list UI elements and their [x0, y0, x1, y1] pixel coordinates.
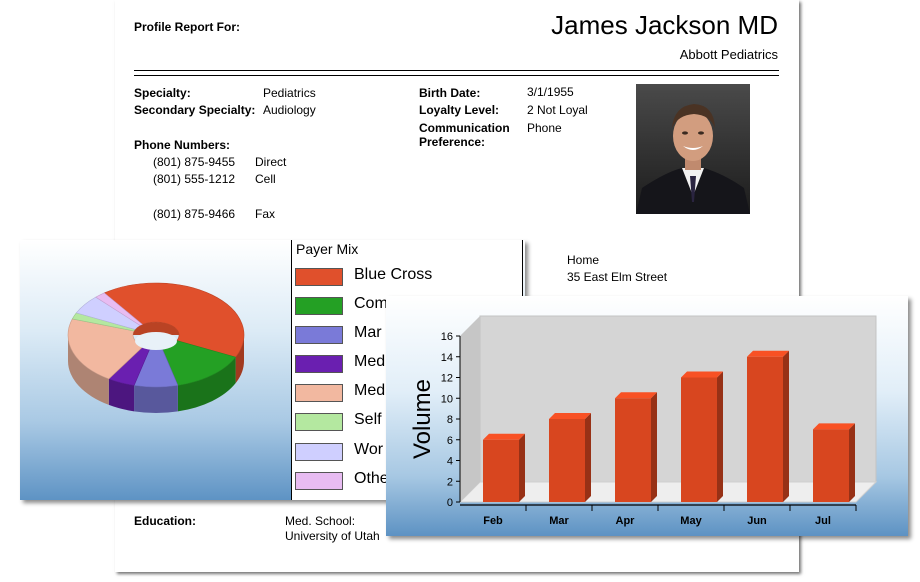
y-tick-label: 4 [447, 456, 453, 468]
phone-number: (801) 875-9466 [153, 207, 236, 221]
header-rule-top [134, 70, 779, 71]
legend-item: Mar [292, 323, 524, 350]
legend-label: Med [354, 382, 386, 399]
bar-top [615, 392, 657, 399]
phone-type: Cell [255, 172, 276, 186]
secondary-specialty-value: Audiology [263, 103, 316, 117]
bar-top [747, 350, 789, 357]
phone-type: Direct [255, 155, 287, 169]
practice-name: Abbott Pediatrics [679, 47, 778, 62]
bar-side [717, 371, 723, 502]
legend-item: Wor [292, 440, 524, 467]
legend-swatch [295, 413, 343, 431]
communication-value: Phone [527, 121, 562, 135]
x-tick-label: Apr [616, 515, 636, 527]
bar [813, 429, 849, 502]
secondary-specialty-label: Secondary Specialty: [134, 103, 256, 117]
legend-item: Med [292, 352, 524, 379]
bar [747, 356, 783, 502]
phone-number: (801) 555-1212 [153, 172, 236, 186]
legend-label: Othe [354, 470, 389, 487]
y-tick-label: 10 [441, 393, 453, 405]
y-tick-label: 0 [447, 497, 453, 509]
communication-label-2: Preference: [419, 135, 486, 149]
legend-swatch [295, 384, 343, 402]
bar-top [483, 433, 525, 440]
legend-item: Med [292, 381, 524, 408]
pie-slice-side [68, 335, 109, 405]
x-tick-label: May [680, 515, 702, 527]
education-label: Education: [134, 514, 196, 528]
education-line: Med. School: [285, 514, 356, 528]
birth-date-label: Birth Date: [419, 86, 481, 100]
header-rule-bottom [134, 75, 779, 76]
legend-swatch [295, 355, 343, 373]
legend-item: Othe [292, 469, 524, 496]
specialty-value: Pediatrics [263, 86, 316, 100]
x-tick-label: Mar [549, 515, 569, 527]
bar [483, 439, 519, 502]
bar [549, 419, 585, 502]
y-tick-label: 6 [447, 435, 453, 447]
education-line: University of Utah [285, 529, 380, 543]
legend-title: Payer Mix [296, 241, 359, 257]
address-line: 35 East Elm Street [567, 270, 668, 284]
y-tick-label: 2 [447, 476, 453, 488]
phone-number: (801) 875-9455 [153, 155, 236, 169]
loyalty-label: Loyalty Level: [419, 103, 500, 117]
bar-side [783, 350, 789, 502]
legend-label: Com [354, 295, 388, 312]
legend-item: Com [292, 294, 524, 321]
pie-hole-wall [133, 322, 179, 335]
specialty-label: Specialty: [134, 86, 191, 100]
legend-label: Wor [354, 441, 384, 458]
profile-report-label: Profile Report For: [134, 20, 241, 34]
bar-side [519, 433, 525, 502]
pie-slice-side [134, 385, 178, 413]
pie-slice-side [177, 357, 236, 412]
phone-numbers-label: Phone Numbers: [134, 138, 231, 152]
address-type: Home [567, 253, 600, 267]
legend-item: Blue Cross [292, 265, 524, 292]
legend-swatch [295, 326, 343, 344]
x-tick-label: Feb [483, 515, 503, 527]
x-tick-label: Jul [815, 515, 831, 527]
legend-label: Self [354, 411, 382, 428]
bar-side [651, 392, 657, 502]
legend-swatch [295, 443, 343, 461]
legend-swatch [295, 472, 343, 490]
bar-side [585, 413, 591, 502]
y-tick-label: 14 [441, 352, 453, 364]
bar-top [681, 371, 723, 378]
bar [615, 398, 651, 502]
y-tick-label: 8 [447, 414, 453, 426]
x-tick-label: Jun [747, 515, 767, 527]
bar [681, 377, 717, 502]
physician-photo [636, 84, 750, 214]
legend-swatch [295, 268, 343, 286]
y-axis-label: Volume [409, 379, 436, 459]
physician-name: James Jackson MD [551, 10, 778, 40]
phone-type: Fax [255, 207, 276, 221]
volume-panel: 0 2 4 6 8 10 12 14 16 Volume Feb Mar Apr May Jun Jul [386, 296, 908, 536]
legend-label: Med [354, 353, 386, 370]
birth-date-value: 3/1/1955 [527, 85, 574, 99]
y-tick-label: 16 [441, 331, 453, 343]
legend-label: Blue Cross [354, 266, 433, 283]
legend-swatch [295, 297, 343, 315]
bar-side [849, 423, 855, 502]
plot-side-wall [460, 316, 480, 502]
volume-bar-chart: 0 2 4 6 8 10 12 14 16 Volume Feb Mar Apr May Jun Jul [409, 315, 878, 527]
payer-mix-pie-chart [67, 282, 245, 413]
bar-top [813, 423, 855, 430]
pie-slice-side [108, 378, 135, 412]
legend-item: Self [292, 410, 524, 437]
legend-label: Mar [354, 324, 382, 341]
communication-label: Communication [419, 121, 510, 135]
pie-hole [135, 332, 177, 350]
loyalty-value: 2 Not Loyal [527, 103, 588, 117]
y-tick-label: 12 [441, 373, 453, 385]
bar-top [549, 413, 591, 419]
